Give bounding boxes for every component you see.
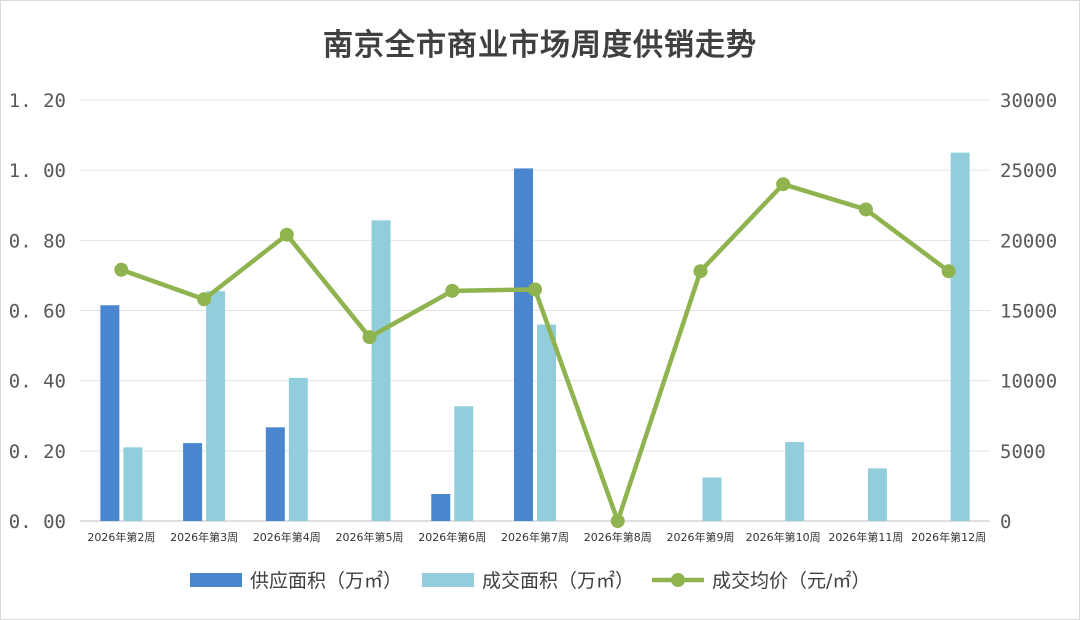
y-right-tick-label: 20000 xyxy=(1000,230,1057,252)
line-avg-price xyxy=(120,181,950,524)
y-left-tick-label: 0. 60 xyxy=(9,301,66,323)
x-tick-label: 2026年第8周 xyxy=(584,530,652,544)
y-right-tick-label: 5000 xyxy=(1000,441,1046,463)
y-left-tick-label: 1. 00 xyxy=(9,160,66,182)
bar-deal-area xyxy=(371,220,391,522)
x-tick-label: 2026年第4周 xyxy=(253,530,321,544)
line-avg-price-point xyxy=(858,202,873,217)
bar-deal-area xyxy=(867,468,887,521)
y-right-tick-label: 25000 xyxy=(1000,160,1057,182)
bar-deal-area xyxy=(288,377,308,521)
x-tick-label: 2026年第9周 xyxy=(666,530,734,544)
y-right-tick-label: 0 xyxy=(1000,511,1011,533)
legend-label-deal: 成交面积（万㎡） xyxy=(482,569,634,592)
x-tick-label: 2026年第11周 xyxy=(828,530,903,544)
line-avg-price-point xyxy=(362,330,377,345)
y-left-tick-label: 0. 20 xyxy=(9,441,66,463)
bar-supply-area xyxy=(100,305,120,521)
y-left-tick-label: 0. 00 xyxy=(9,511,66,533)
bar-supply-area xyxy=(431,493,451,521)
line-avg-price-point xyxy=(610,514,625,528)
bar-deal-area xyxy=(454,406,474,521)
bar-deal-area xyxy=(950,152,970,521)
line-avg-price-point xyxy=(693,264,708,279)
y-left-tick-label: 0. 40 xyxy=(9,371,66,393)
line-avg-price-point xyxy=(114,262,129,277)
legend-swatch-price-marker xyxy=(671,573,685,587)
bar-deal-area xyxy=(537,324,556,521)
bar-supply-area xyxy=(183,443,203,521)
x-tick-label: 2026年第10周 xyxy=(746,530,821,544)
y-left-tick-label: 0. 80 xyxy=(9,230,66,252)
legend-swatch-deal xyxy=(422,573,474,587)
bar-deal-area xyxy=(785,442,805,521)
line-avg-price-point xyxy=(279,227,294,242)
x-tick-label: 2026年第3周 xyxy=(170,530,238,544)
bar-deal-area xyxy=(123,447,143,521)
line-avg-price-point xyxy=(776,177,791,192)
x-tick-label: 2026年第2周 xyxy=(87,530,155,544)
y-right-tick-label: 10000 xyxy=(1000,371,1057,393)
line-avg-price-point xyxy=(941,264,956,279)
x-tick-label: 2026年第5周 xyxy=(336,530,404,544)
bar-deal-area xyxy=(206,291,226,521)
chart-title: 南京全市商业市场周度供销走势 xyxy=(323,28,757,63)
legend-label-price: 成交均价（元/㎡） xyxy=(712,569,870,592)
x-tick-label: 2026年第6周 xyxy=(418,530,486,544)
legend-label-supply: 供应面积（万㎡） xyxy=(250,569,402,592)
bar-supply-area xyxy=(265,427,285,521)
line-avg-price-point xyxy=(445,283,460,298)
bar-supply-area xyxy=(514,168,533,521)
y-right-tick-label: 30000 xyxy=(1000,90,1057,112)
x-tick-label: 2026年第7周 xyxy=(501,530,569,544)
x-tick-label: 2026年第12周 xyxy=(911,530,986,544)
line-avg-price-point xyxy=(528,282,542,297)
legend-swatch-supply xyxy=(190,573,242,587)
y-right-tick-label: 15000 xyxy=(1000,301,1057,323)
y-left-tick-label: 1. 20 xyxy=(9,90,66,112)
bar-deal-area xyxy=(702,477,722,521)
line-avg-price-point xyxy=(197,292,212,307)
